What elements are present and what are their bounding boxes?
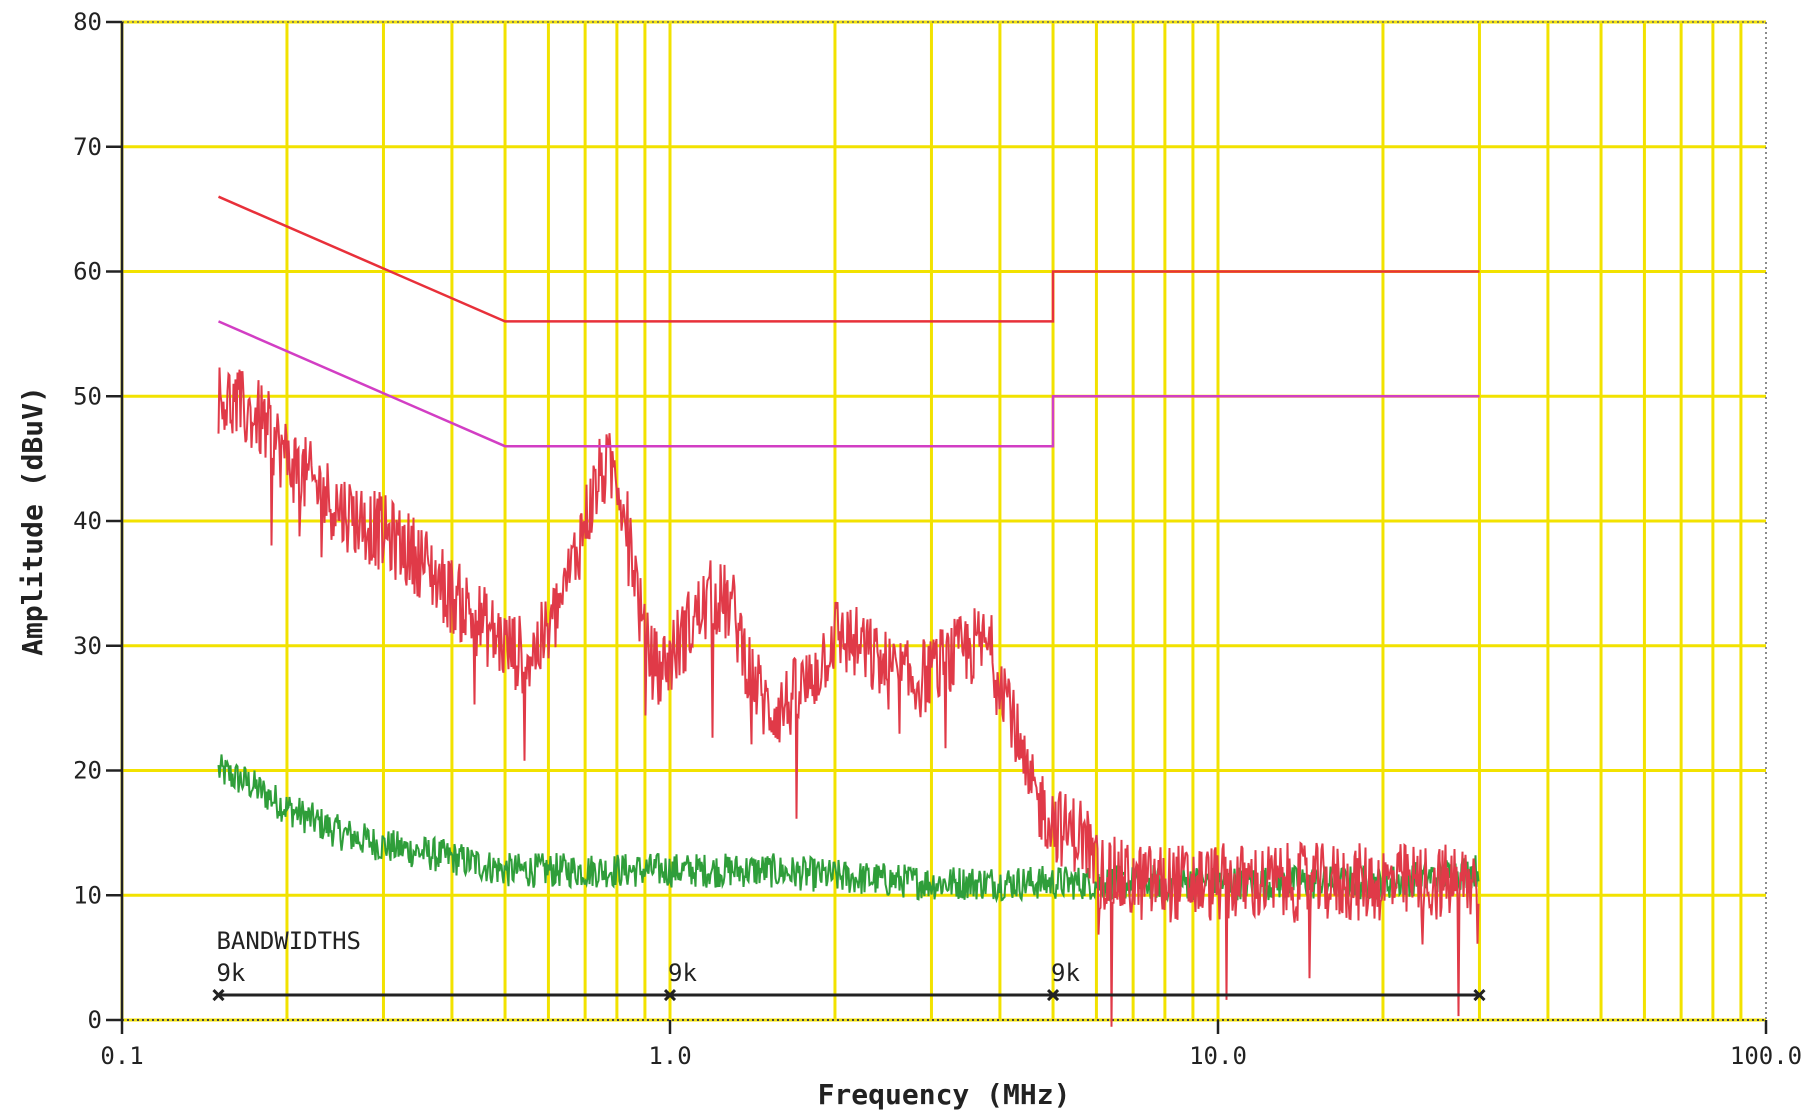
x-axis-title: Frequency (MHz) — [818, 1078, 1071, 1111]
bandwidths-label: BANDWIDTHS — [216, 927, 361, 955]
limit-line-0 — [218, 195, 1480, 323]
y-tick-label: 50 — [73, 382, 102, 410]
signal-trace-red — [217, 367, 1480, 1027]
y-tick-label: 0 — [88, 1006, 102, 1034]
y-axis-title: Amplitude (dBuV) — [16, 386, 49, 656]
x-tick-label: 100.0 — [1730, 1042, 1802, 1070]
x-tick-label: 10.0 — [1189, 1042, 1247, 1070]
limit-line-1 — [218, 320, 1480, 448]
bandwidth-marker — [1473, 988, 1486, 1002]
axes: 0 10 20 30 40 50 60 70 80 0.1 1.0 10.0 100.0 — [73, 8, 1802, 1070]
bandwidth-marker — [1046, 988, 1060, 1002]
y-tick-label: 60 — [73, 258, 102, 286]
y-tick-label: 40 — [73, 507, 102, 535]
plot-frame — [122, 21, 1767, 1021]
bandwidth-annotations: BANDWIDTHS 9k 9k 9k — [212, 927, 1486, 1002]
bandwidth-value: 9k — [216, 959, 245, 987]
signal-trace-green — [217, 754, 1480, 904]
y-tick-label: 20 — [73, 757, 102, 785]
bandwidth-value: 9k — [668, 959, 697, 987]
y-tick-label: 10 — [73, 881, 102, 909]
y-tick-label: 70 — [73, 133, 102, 161]
x-tick-label: 0.1 — [100, 1042, 143, 1070]
x-tick-label: 1.0 — [648, 1042, 691, 1070]
bandwidth-value: 9k — [1051, 959, 1080, 987]
y-tick-label: 80 — [73, 8, 102, 36]
series-layer — [217, 195, 1480, 1027]
bandwidth-marker — [663, 988, 677, 1002]
bandwidth-marker — [212, 988, 225, 1002]
y-tick-label: 30 — [73, 632, 102, 660]
